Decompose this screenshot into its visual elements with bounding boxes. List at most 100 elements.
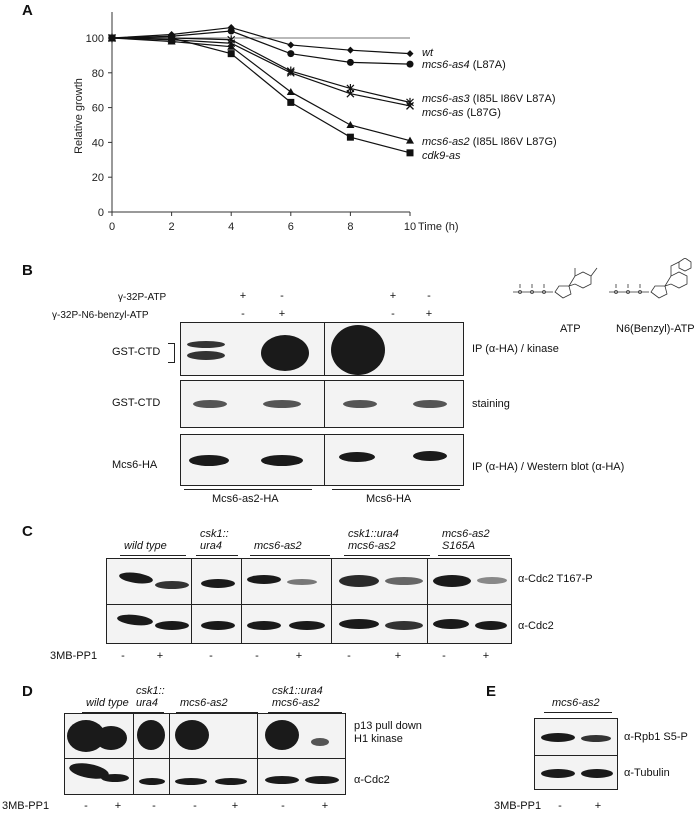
- data-point: [406, 136, 414, 144]
- data-point: [286, 68, 295, 77]
- band: [187, 351, 225, 360]
- benzyl-atp-row-label: γ-32P-N6-benzyl-ATP: [52, 310, 149, 321]
- treatment-mark: -: [427, 290, 431, 302]
- blot-d-right-label: α-Cdc2: [354, 774, 390, 786]
- atp-label: ATP: [560, 323, 581, 335]
- treatment-mark: -: [280, 290, 284, 302]
- band: [116, 613, 154, 627]
- band: [541, 733, 575, 742]
- treatment-mark: -: [347, 650, 351, 662]
- treatment-mark: +: [231, 800, 239, 812]
- band: [175, 720, 209, 750]
- x-tick-label: 6: [288, 221, 294, 233]
- data-point: [287, 98, 295, 106]
- band: [413, 400, 447, 408]
- band: [261, 455, 303, 466]
- band: [433, 575, 471, 587]
- band: [305, 776, 339, 784]
- data-point: [108, 34, 116, 42]
- band: [265, 720, 299, 750]
- nucleotide-structures: [513, 258, 692, 299]
- blot-e-right-label: α-Tubulin: [624, 767, 670, 779]
- series-line: [111, 30, 411, 65]
- treatment-mark: +: [482, 650, 490, 662]
- band: [137, 720, 165, 750]
- panel-d-letter: D: [22, 683, 33, 700]
- band: [413, 451, 447, 461]
- series-label: mcs6-as (L87G): [422, 107, 501, 119]
- series-line: [111, 37, 411, 107]
- band: [193, 400, 227, 408]
- treatment-mark: -: [209, 650, 213, 662]
- band: [247, 575, 281, 584]
- blot-b2-label: GST-CTD: [112, 397, 161, 409]
- band: [475, 621, 507, 630]
- group-label: wild type: [124, 540, 167, 552]
- band: [201, 621, 235, 630]
- blot-b1-label: GST-CTD: [112, 346, 161, 358]
- series-label: wt: [422, 47, 434, 59]
- group-label: wild type: [86, 697, 129, 709]
- group-label: csk1::ura4 mcs6-as2: [348, 528, 399, 552]
- band: [189, 455, 229, 466]
- band: [263, 400, 301, 408]
- treatment-mark: -: [281, 800, 285, 812]
- band: [175, 778, 207, 785]
- y-tick-label: 0: [98, 207, 104, 219]
- panel-e-letter: E: [486, 683, 497, 700]
- treatment-mark: -: [255, 650, 259, 662]
- data-point: [286, 87, 295, 95]
- blot-staining: [180, 380, 464, 428]
- band: [477, 577, 507, 584]
- series-label: cdk9-as: [422, 150, 461, 162]
- blot-c-right-label: α-Cdc2: [518, 620, 554, 632]
- treatment-mark: -: [241, 308, 245, 320]
- data-point: [406, 149, 414, 157]
- y-tick-label: 80: [92, 68, 104, 80]
- series-label: mcs6-as2 (I85L I86V L87G): [422, 136, 557, 148]
- band: [289, 621, 325, 630]
- data-point: [346, 89, 355, 98]
- data-point: [168, 34, 176, 42]
- y-tick-label: 40: [92, 137, 104, 149]
- data-point: [287, 50, 295, 58]
- treatment-mark: +: [594, 800, 602, 812]
- bracket: [168, 343, 175, 363]
- treatment-mark: -: [121, 650, 125, 662]
- y-tick-label: 100: [86, 33, 104, 45]
- data-point: [406, 101, 414, 110]
- treatment-label: 3MB-PP1: [50, 650, 98, 662]
- band: [95, 726, 127, 750]
- band: [201, 579, 235, 588]
- y-tick-label: 20: [92, 172, 104, 184]
- data-point: [346, 46, 354, 54]
- data-point: [406, 50, 414, 58]
- band: [311, 738, 329, 746]
- blot-c-right-label: α-Cdc2 T167-P: [518, 573, 593, 585]
- data-point: [227, 50, 235, 58]
- x-tick-label: 8: [347, 221, 353, 233]
- band: [139, 778, 165, 785]
- treatment-mark: +: [114, 800, 122, 812]
- blot-western: [180, 434, 464, 486]
- band: [287, 579, 317, 585]
- group-label: csk1:: ura4: [136, 685, 165, 709]
- band: [541, 769, 575, 778]
- treatment-mark: -: [442, 650, 446, 662]
- band: [339, 575, 379, 587]
- x-tick-label: 10: [404, 221, 416, 233]
- series-line: [112, 37, 411, 154]
- treatment-mark: +: [389, 290, 397, 302]
- treatment-mark: +: [278, 308, 286, 320]
- band: [433, 619, 469, 629]
- data-point: [227, 42, 236, 50]
- blot-e-right-label: α-Rpb1 S5-P: [624, 731, 688, 743]
- blot-b3-label: Mcs6-HA: [112, 459, 158, 471]
- band: [581, 735, 611, 742]
- data-point: [227, 27, 235, 35]
- band: [155, 581, 189, 589]
- band: [339, 619, 379, 629]
- atp-row-label: γ-32P-ATP: [118, 292, 167, 303]
- band: [331, 325, 385, 375]
- band: [247, 621, 281, 630]
